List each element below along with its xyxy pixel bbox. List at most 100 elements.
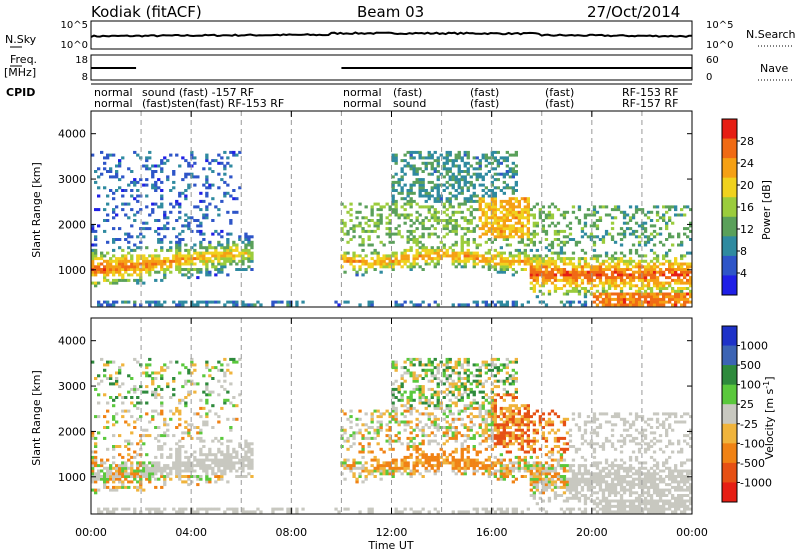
- velocity-cell: [106, 486, 109, 489]
- velocity-cell: [259, 510, 262, 513]
- colorbar-swatch: [722, 197, 737, 217]
- velocity-cell: [512, 467, 515, 470]
- power-cell: [551, 273, 554, 276]
- power-cell: [575, 287, 578, 290]
- velocity-cell: [235, 510, 238, 513]
- power-cell: [458, 178, 461, 181]
- velocity-cell: [467, 464, 470, 467]
- velocity-cell: [220, 464, 223, 467]
- power-cell: [121, 273, 124, 276]
- power-cell: [130, 249, 133, 252]
- velocity-cell: [392, 404, 395, 407]
- power-cell: [623, 293, 626, 296]
- power-cell: [169, 246, 172, 249]
- power-cell: [443, 211, 446, 214]
- power-cell: [464, 175, 467, 178]
- power-cell: [449, 167, 452, 170]
- velocity-cell: [413, 461, 416, 464]
- velocity-cell: [419, 385, 422, 388]
- velocity-cell: [148, 478, 151, 481]
- power-cell: [187, 227, 190, 230]
- power-cell: [175, 244, 178, 247]
- velocity-cell: [211, 461, 214, 464]
- velocity-cell: [452, 421, 455, 424]
- power-cell: [683, 301, 686, 304]
- power-cell: [545, 276, 548, 279]
- power-cell: [518, 235, 521, 238]
- power-cell: [196, 257, 199, 260]
- power-cell: [404, 216, 407, 219]
- velocity-cell: [223, 402, 226, 405]
- velocity-cell: [124, 421, 127, 424]
- power-cell: [374, 249, 377, 252]
- power-cell: [638, 303, 641, 306]
- power-cell: [677, 268, 680, 271]
- power-cell: [617, 303, 620, 306]
- velocity-cell: [449, 399, 452, 402]
- power-cell: [208, 271, 211, 274]
- velocity-cell: [503, 440, 506, 443]
- power-cell: [467, 173, 470, 176]
- power-cell: [419, 189, 422, 192]
- velocity-cell: [410, 431, 413, 434]
- power-cell: [644, 301, 647, 304]
- power-cell: [434, 151, 437, 154]
- power-cell: [118, 265, 121, 268]
- velocity-cell: [229, 461, 232, 464]
- power-cell: [196, 254, 199, 257]
- velocity-cell: [485, 440, 488, 443]
- power-cell: [569, 263, 572, 266]
- power-cell: [593, 295, 596, 298]
- power-cell: [343, 257, 346, 260]
- power-cell: [602, 205, 605, 208]
- power-cell: [581, 235, 584, 238]
- power-cell: [434, 252, 437, 255]
- power-cell: [410, 233, 413, 236]
- power-cell: [428, 205, 431, 208]
- velocity-cell: [527, 451, 530, 454]
- velocity-cell: [349, 426, 352, 429]
- power-cell: [145, 246, 148, 249]
- power-cell: [653, 282, 656, 285]
- power-cell: [178, 268, 181, 271]
- velocity-cell: [398, 431, 401, 434]
- power-cell: [554, 290, 557, 293]
- velocity-cell: [199, 464, 202, 467]
- velocity-cell: [187, 423, 190, 426]
- power-cell: [166, 222, 169, 225]
- velocity-cell: [145, 429, 148, 432]
- velocity-cell: [166, 382, 169, 385]
- velocity-cell: [434, 426, 437, 429]
- power-cell: [151, 254, 154, 257]
- velocity-cell: [467, 363, 470, 366]
- power-cell: [404, 222, 407, 225]
- velocity-cell: [247, 472, 250, 475]
- power-cell: [515, 254, 518, 257]
- velocity-cell: [178, 399, 181, 402]
- power-cell: [371, 205, 374, 208]
- power-cell: [106, 252, 109, 255]
- velocity-cell: [470, 407, 473, 410]
- power-cell: [632, 265, 635, 268]
- velocity-cell: [250, 448, 253, 451]
- velocity-cell: [518, 421, 521, 424]
- power-cell: [401, 167, 404, 170]
- power-cell: [653, 257, 656, 260]
- power-cell: [184, 173, 187, 176]
- power-cell: [181, 178, 184, 181]
- power-cell: [509, 200, 512, 203]
- power-cell: [632, 279, 635, 282]
- velocity-cell: [464, 472, 467, 475]
- power-cell: [413, 257, 416, 260]
- power-colorbar-label: Power [dB]: [760, 180, 773, 240]
- velocity-cell: [163, 480, 166, 483]
- velocity-cell: [518, 418, 521, 421]
- power-cell: [199, 301, 202, 304]
- velocity-cell: [232, 464, 235, 467]
- power-cell: [175, 257, 178, 260]
- power-cell: [575, 284, 578, 287]
- velocity-cell: [193, 475, 196, 478]
- power-cell: [647, 265, 650, 268]
- power-cell: [443, 205, 446, 208]
- power-cell: [584, 222, 587, 225]
